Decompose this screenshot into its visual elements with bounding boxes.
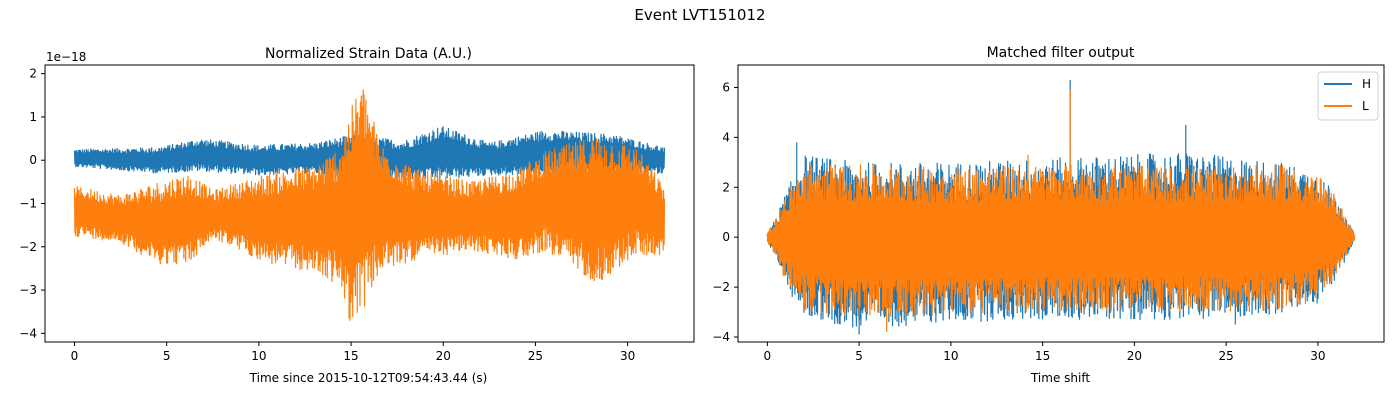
- matched-filter-x-tick-label: 30: [1310, 349, 1325, 363]
- strain-y-tick-label: 1: [29, 110, 37, 124]
- strain-plot-area: 0 5 10 15 20 25 30 −4 −3 −2 −1 0 1 2: [19, 64, 695, 363]
- strain-y-tick-label: −1: [19, 197, 37, 211]
- strain-y-offset-text: 1e−18: [46, 50, 86, 64]
- strain-x-tick-label: 0: [71, 349, 79, 363]
- matched-filter-x-tick-label: 25: [1219, 349, 1234, 363]
- strain-data-panel: Normalized Strain Data (A.U.) 1e−18 Time…: [19, 46, 695, 385]
- figure-suptitle: Event LVT151012: [634, 6, 765, 24]
- matched-filter-y-tick-label: 0: [722, 230, 730, 244]
- matched-filter-x-tick-label: 10: [943, 349, 958, 363]
- strain-y-tick-label: 0: [29, 153, 37, 167]
- matched-filter-axes-frame: [737, 64, 1385, 343]
- strain-y-tick-label: −3: [19, 283, 37, 297]
- matched-filter-x-tick-label: 5: [855, 349, 863, 363]
- strain-series-l: [73, 89, 666, 321]
- matched-filter-plot-area: 0 5 10 15 20 25 30 −4 −2 0 2 4 6: [712, 64, 1385, 363]
- matched-filter-y-tick-label: −2: [712, 280, 730, 294]
- matched-filter-y-tick-label: −4: [712, 330, 730, 344]
- strain-panel-title: Normalized Strain Data (A.U.): [265, 46, 472, 62]
- strain-x-tick-label: 20: [436, 349, 451, 363]
- matched-filter-x-tick-label: 15: [1035, 349, 1050, 363]
- matched-filter-y-tick-label: 4: [722, 130, 730, 144]
- matched-filter-panel: Matched filter output Time shift 0 5 10 15 2…: [712, 45, 1385, 385]
- strain-x-tick-label: 15: [343, 349, 358, 363]
- strain-x-tick-label: 5: [163, 349, 171, 363]
- strain-x-tick-label: 30: [620, 349, 635, 363]
- strain-y-tick-label: 2: [29, 67, 37, 81]
- legend-label-l: L: [1362, 99, 1369, 113]
- legend-label-h: H: [1362, 77, 1371, 91]
- matched-filter-panel-title: Matched filter output: [987, 45, 1135, 61]
- matched-filter-y-tick-label: 6: [722, 80, 730, 94]
- strain-x-tick-label: 10: [251, 349, 266, 363]
- matched-filter-series-l: [766, 89, 1356, 333]
- legend: H L: [1317, 71, 1379, 121]
- matched-filter-x-tick-label: 20: [1127, 349, 1142, 363]
- strain-x-axis-label: Time since 2015-10-12T09:54:43.44 (s): [249, 371, 488, 385]
- matched-filter-x-tick-label: 0: [764, 349, 772, 363]
- strain-x-tick-label: 25: [528, 349, 543, 363]
- matched-filter-x-axis-label: Time shift: [1030, 371, 1090, 385]
- strain-y-tick-label: −2: [19, 240, 37, 254]
- strain-y-tick-label: −4: [19, 326, 37, 340]
- matched-filter-y-tick-label: 2: [722, 180, 730, 194]
